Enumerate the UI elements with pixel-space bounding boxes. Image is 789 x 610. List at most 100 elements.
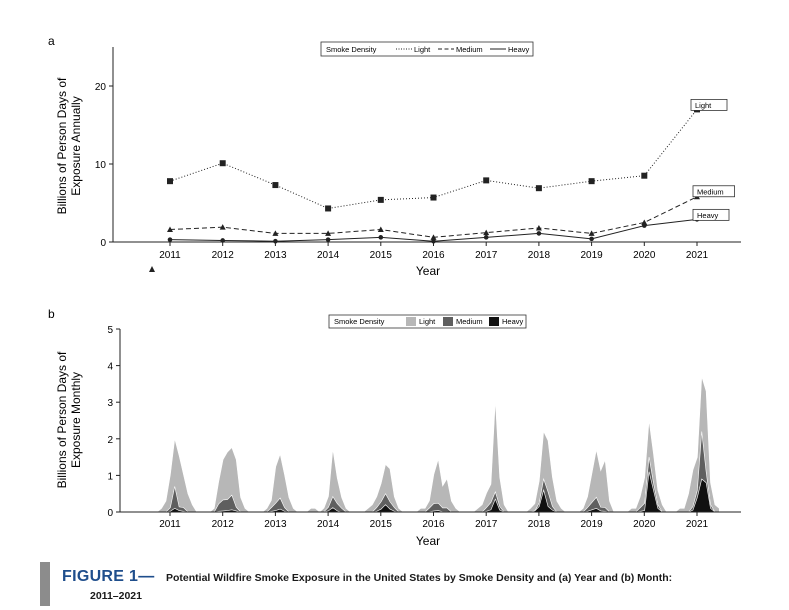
panel-b-x-tick-label: 2014: [317, 519, 340, 530]
panel-a-legend-light: Light: [414, 45, 431, 54]
panel-a-series-group: [167, 106, 700, 244]
panel-a-legend-medium: Medium: [456, 45, 483, 54]
panel-b-y-tick-label: 5: [107, 325, 113, 336]
panel-b-x-tick-label: 2015: [370, 519, 393, 530]
panel-a-legend-title: Smoke Density: [326, 45, 377, 54]
panel-a-x-tick-label: 2013: [264, 250, 287, 261]
figure-canvas: a Billions of Person Days of Exposure An…: [48, 34, 741, 548]
panel-a-x-tick-label: 2017: [475, 250, 498, 261]
legend-heavy-swatch: [489, 317, 499, 326]
panel-a-chart: a Billions of Person Days of Exposure An…: [48, 34, 741, 278]
panel-a-x-tick-label: 2011: [159, 250, 181, 261]
panel-b-y-tick-label: 4: [107, 362, 113, 373]
panel-b-y-tick-label: 2: [107, 435, 113, 446]
panel-b-xlabel: Year: [416, 534, 440, 548]
series-light-point: [430, 194, 437, 201]
series-medium-point: [377, 226, 384, 233]
panel-b-y-tick-label: 0: [107, 508, 113, 519]
panel-b-y-tick-label: 1: [107, 471, 113, 482]
figure-title-line2: 2011–2021: [90, 590, 142, 602]
figure-caption: FIGURE 1— Potential Wildfire Smoke Expos…: [40, 562, 780, 606]
series-medium-point: [325, 230, 332, 236]
series-medium-point: [219, 224, 226, 230]
area-light: [144, 376, 720, 513]
panel-b-legend-heavy: Heavy: [502, 317, 524, 326]
figure-title-line1: Potential Wildfire Smoke Exposure in the…: [166, 572, 673, 584]
panel-b-ylabel-line1: Billions of Person Days of: [55, 351, 69, 488]
panel-b-legend-medium: Medium: [456, 317, 483, 326]
series-heavy-point: [220, 238, 225, 243]
series-heavy-point: [431, 238, 436, 244]
series-medium-point: [588, 230, 595, 236]
panel-a-x-tick-label: 2016: [422, 250, 445, 261]
panel-b-legend: Smoke Density Light Medium Heavy: [328, 314, 527, 329]
panel-a-legend: Smoke Density Light Medium Heavy: [320, 41, 534, 57]
panel-a-axes: 0 10 20 2011 2012 2013 2014 2015 2016 2017 2018 201…: [95, 47, 741, 261]
series-heavy-point: [642, 223, 647, 228]
panel-b-legend-box: [328, 314, 527, 329]
legend-light-swatch: [406, 317, 416, 326]
panel-a-x-tick-label: 2014: [317, 250, 340, 261]
series-medium-point: [430, 234, 437, 240]
panel-b-y-tick-label: 3: [107, 398, 113, 409]
legend-medium-swatch: [443, 317, 453, 326]
series-medium-point: [167, 226, 173, 233]
end-label-heavy: Heavy: [697, 211, 719, 220]
series-light-point: [483, 177, 490, 184]
panel-b-x-tick-label: 2011: [159, 519, 181, 530]
panel-a-x-tick-label: 2018: [528, 250, 551, 261]
series-medium-point: [641, 219, 648, 225]
series-medium-line: [169, 196, 698, 238]
panel-b-x-tick-label: 2021: [686, 519, 709, 530]
series-medium-point: [272, 230, 279, 236]
panel-b-ylabel-line2: Exposure Monthly: [69, 372, 83, 468]
panel-b-legend-light: Light: [419, 317, 436, 326]
panel-b-x-tick-label: 2013: [264, 519, 287, 530]
end-label-box-heavy: [692, 208, 730, 221]
series-light-point: [535, 185, 542, 192]
panel-a-ylabel-line1: Billions of Person Days of: [55, 77, 69, 214]
series-heavy-point: [536, 231, 542, 236]
panel-b-x-tick-label: 2012: [212, 519, 235, 530]
stray-triangle-marker: [149, 266, 155, 272]
panel-b-x-tick-label: 2017: [475, 519, 498, 530]
panel-b-letter: b: [48, 307, 55, 321]
panel-a-letter: a: [48, 34, 55, 48]
series-light-line: [169, 109, 698, 209]
panel-b-chart: b Billions of Person Days of Exposure Mo…: [48, 307, 741, 548]
panel-a-x-tick-label: 2020: [633, 250, 656, 261]
series-light-point: [377, 196, 384, 203]
caption-accent-bar: [40, 562, 50, 606]
series-light-point: [219, 160, 226, 167]
panel-a-x-tick-label: 2015: [370, 250, 393, 261]
end-label-box-light: [690, 99, 728, 111]
series-light-point: [641, 172, 648, 179]
panel-a-x-tick-label: 2021: [686, 250, 709, 261]
panel-b-x-tick-label: 2019: [580, 519, 603, 530]
panel-a-y-tick-label: 20: [95, 82, 107, 93]
panel-a-legend-heavy: Heavy: [508, 45, 530, 54]
panel-b-legend-title: Smoke Density: [334, 317, 385, 326]
panel-a-y-tick-label: 10: [95, 160, 107, 171]
series-medium-point: [483, 229, 490, 236]
series-heavy-point: [378, 235, 384, 240]
series-light-point: [588, 178, 595, 185]
series-light-point: [167, 178, 173, 185]
panel-b-axes: 0 1 2 3 4 5 2011 2012 2013 2014 2015 2016 2017 2018 20…: [107, 325, 741, 530]
panel-a-end-labels: Light Medium Heavy: [690, 99, 735, 221]
panel-a-y-tick-label: 0: [100, 238, 106, 249]
panel-a-legend-box: [320, 41, 534, 57]
panel-b-x-tick-label: 2020: [633, 519, 656, 530]
panel-b-area-group: [144, 376, 720, 513]
series-heavy-point: [325, 237, 331, 242]
panel-b-x-tick-label: 2018: [528, 519, 551, 530]
series-heavy-point: [167, 237, 173, 242]
panel-a-x-tick-label: 2012: [212, 250, 235, 261]
series-light-point: [325, 205, 332, 212]
series-light-point: [272, 182, 279, 189]
series-heavy-point: [589, 236, 594, 242]
series-heavy-point: [483, 235, 489, 240]
series-medium-point: [535, 224, 542, 231]
figure-label: FIGURE 1—: [62, 568, 155, 585]
panel-b-x-tick-label: 2016: [422, 519, 445, 530]
